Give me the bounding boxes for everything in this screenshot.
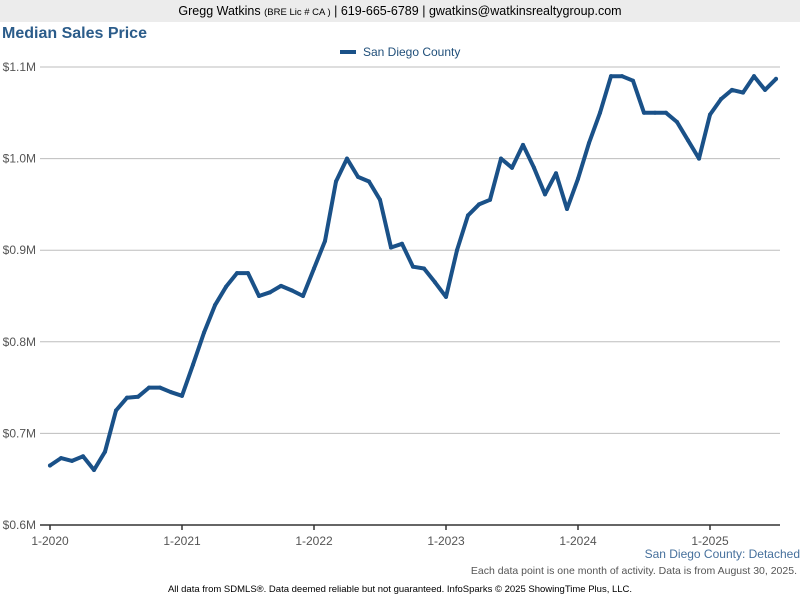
data-point: [477, 202, 481, 207]
y-tick-label: $1.0M: [3, 152, 36, 166]
license-number: (BRE Lic # CA ): [264, 7, 331, 18]
data-point: [642, 110, 646, 115]
header-separator: |: [422, 4, 426, 18]
data-point: [345, 156, 349, 161]
x-tick-label: 1-2024: [559, 534, 597, 548]
data-point: [125, 395, 129, 400]
data-point: [422, 266, 426, 271]
data-point: [103, 449, 107, 454]
data-point: [499, 156, 503, 161]
data-point: [312, 266, 316, 271]
contact-header: Gregg Watkins (BRE Lic # CA ) | 619-665-…: [0, 0, 800, 22]
x-tick-label: 1-2022: [295, 534, 333, 548]
agent-name: Gregg Watkins: [178, 4, 261, 18]
data-point: [257, 294, 261, 298]
y-tick-label: $0.8M: [3, 335, 36, 349]
data-point: [356, 174, 360, 179]
legend-swatch: [339, 49, 356, 54]
y-tick-label: $0.7M: [3, 426, 36, 440]
data-point: [664, 110, 668, 115]
y-tick-label: $1.1M: [3, 60, 36, 74]
data-point: [92, 468, 96, 473]
data-point: [620, 74, 624, 79]
data-point: [334, 179, 338, 184]
data-point: [741, 90, 745, 95]
data-point: [653, 110, 657, 115]
data-point: [158, 385, 162, 390]
data-point: [521, 142, 525, 147]
data-point: [81, 454, 85, 459]
agent-phone: 619-665-6789: [340, 4, 419, 18]
data-point: [323, 239, 327, 244]
y-tick-label: $0.6M: [3, 518, 36, 532]
x-tick-label: 1-2025: [691, 534, 729, 548]
header-separator: |: [334, 4, 338, 18]
data-point: [224, 284, 228, 289]
data-point: [631, 78, 635, 83]
data-point: [466, 213, 470, 218]
data-point: [301, 294, 305, 298]
y-tick-label: $0.9M: [3, 243, 36, 257]
data-point: [367, 179, 371, 184]
chart-subtitle: San Diego County: Detached: [644, 547, 800, 561]
data-point: [587, 141, 591, 146]
data-point: [565, 206, 569, 211]
data-point: [708, 112, 712, 117]
data-point: [59, 456, 63, 461]
data-point: [576, 176, 580, 181]
data-point: [114, 408, 118, 413]
data-point: [488, 197, 492, 202]
data-point: [235, 271, 239, 276]
data-point: [400, 241, 404, 246]
data-point: [719, 97, 723, 102]
data-point: [730, 87, 734, 92]
data-point: [136, 394, 140, 399]
data-point: [290, 288, 294, 293]
legend-label: San Diego County: [362, 45, 461, 59]
agent-email[interactable]: gwatkins@watkinsrealtygroup.com: [428, 4, 622, 18]
data-point: [433, 280, 437, 285]
data-point: [532, 165, 536, 170]
data-point: [543, 192, 547, 197]
data-point: [378, 197, 382, 202]
data-point: [48, 463, 52, 468]
data-point: [444, 294, 448, 299]
data-point: [763, 87, 767, 92]
data-point: [70, 458, 74, 463]
activity-note: Each data point is one month of activity…: [470, 565, 797, 577]
data-point: [169, 390, 173, 395]
chart-title: Median Sales Price: [2, 25, 147, 42]
data-point: [202, 330, 206, 335]
x-tick-label: 1-2023: [427, 534, 465, 548]
footer-disclaimer: All data from SDMLS®. Data deemed reliab…: [167, 584, 633, 595]
data-point: [554, 171, 558, 176]
data-point: [180, 393, 184, 398]
x-tick-label: 1-2021: [163, 534, 201, 548]
x-tick-label: 1-2020: [31, 534, 69, 548]
data-point: [510, 165, 514, 170]
data-point: [268, 290, 272, 295]
data-point: [191, 362, 195, 367]
data-point: [389, 245, 393, 250]
data-point: [609, 74, 613, 79]
chart-legend: San Diego County: [0, 45, 800, 59]
data-point: [697, 156, 701, 161]
data-point: [279, 283, 283, 288]
series-line: [48, 74, 778, 472]
data-point: [455, 248, 459, 253]
data-point: [774, 76, 778, 81]
data-point: [686, 138, 690, 143]
data-point: [752, 74, 756, 79]
data-point: [213, 303, 217, 308]
data-point: [147, 385, 151, 390]
data-point: [675, 119, 679, 124]
data-point: [246, 271, 250, 276]
data-point: [411, 264, 415, 269]
data-point: [598, 110, 602, 115]
